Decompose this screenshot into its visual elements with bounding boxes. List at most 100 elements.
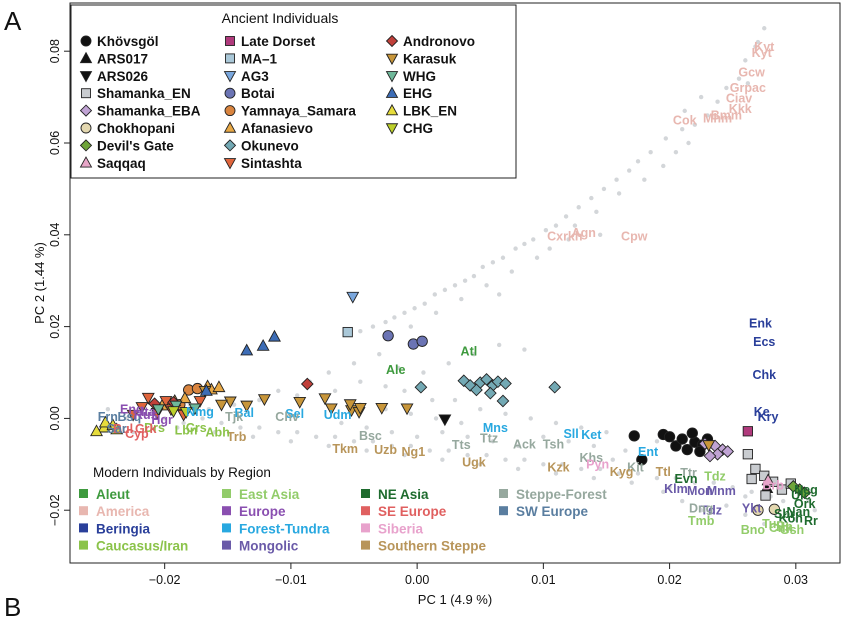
background-points-layer bbox=[105, 26, 817, 531]
ancient-point-ehg bbox=[199, 383, 213, 396]
region-label-east-asia: East Asia bbox=[239, 487, 300, 502]
background-point bbox=[515, 466, 521, 472]
region-label-se-europe: SE Europe bbox=[378, 504, 447, 519]
region-swatch-ne-asia bbox=[361, 489, 370, 498]
x-axis-title: PC 1 (4.9 %) bbox=[418, 592, 492, 607]
population-label: Tdz bbox=[700, 503, 722, 517]
background-point bbox=[452, 397, 458, 403]
population-label: Sel bbox=[285, 407, 304, 421]
background-point bbox=[358, 379, 363, 384]
ancient-point-ehg bbox=[268, 329, 281, 342]
ancient-point-kh-vsg-l bbox=[670, 440, 682, 452]
background-point bbox=[414, 434, 420, 439]
background-point bbox=[422, 301, 427, 306]
background-point bbox=[478, 462, 483, 467]
y-tick-label: 0.06 bbox=[48, 131, 62, 155]
population-label: Atl bbox=[461, 345, 478, 359]
background-point bbox=[563, 214, 569, 219]
ancient-point-chokhopani bbox=[768, 503, 781, 515]
ancient-point-kh-vsg-l bbox=[694, 445, 706, 458]
population-label: Tsh bbox=[543, 437, 564, 451]
ancient-point-okunevo bbox=[496, 394, 510, 408]
background-point bbox=[724, 85, 729, 91]
background-point bbox=[276, 388, 281, 394]
ancient-point-shamanka-en bbox=[760, 490, 771, 501]
background-point bbox=[288, 439, 294, 444]
region-swatch-caucasus-iran bbox=[79, 540, 88, 550]
legend-marker-yamnaya-samara bbox=[224, 105, 236, 117]
legend-marker-saqqaq bbox=[79, 156, 93, 168]
ancient-point-karasuk bbox=[257, 394, 271, 407]
background-point bbox=[553, 223, 559, 228]
ancient-point-sintashta bbox=[141, 392, 155, 405]
ancient-point-kh-vsg-l bbox=[686, 427, 698, 439]
legend-label-chokhopani: Chokhopani bbox=[97, 121, 175, 136]
legend-marker-botai bbox=[224, 87, 236, 99]
legend-label-ars026: ARS026 bbox=[97, 69, 149, 84]
ancient-point-kh-vsg-l bbox=[681, 443, 693, 456]
population-label: Ita bbox=[141, 405, 157, 419]
background-point bbox=[490, 439, 496, 444]
background-point bbox=[351, 361, 357, 366]
background-point bbox=[553, 471, 559, 476]
population-label: Ttz bbox=[480, 431, 498, 445]
ancient-point-shamanka-en bbox=[776, 484, 788, 495]
population-label: Bmm bbox=[711, 109, 742, 123]
ancient-point-ehg bbox=[256, 338, 270, 351]
background-point bbox=[206, 407, 212, 412]
ancient-point-karasuk bbox=[293, 397, 307, 409]
background-point bbox=[543, 228, 549, 233]
population-label: Crs bbox=[186, 421, 207, 435]
background-point bbox=[480, 264, 485, 270]
modern-legend-items: Aleut America Beringia Caucasus/Iran East As… bbox=[79, 487, 607, 554]
background-point bbox=[648, 149, 653, 155]
population-label: Cok bbox=[673, 113, 697, 127]
population-label: Ent bbox=[638, 445, 659, 459]
background-point bbox=[496, 342, 502, 348]
legend-marker-ehg bbox=[385, 86, 399, 98]
background-point bbox=[402, 388, 407, 394]
region-swatch-se-europe bbox=[361, 506, 370, 516]
background-point bbox=[749, 489, 754, 495]
background-point bbox=[433, 416, 439, 421]
background-point bbox=[623, 448, 628, 453]
ancient-point-shamanka-eba bbox=[711, 447, 724, 461]
population-label: Nmg bbox=[186, 405, 214, 419]
ancient-point-shamanka-en bbox=[742, 449, 753, 460]
ancient-point-lbk-en bbox=[90, 424, 103, 437]
population-label: Abh bbox=[206, 425, 230, 439]
background-point bbox=[395, 365, 401, 371]
ancient-point-shamanka-en bbox=[750, 463, 761, 475]
background-point bbox=[594, 209, 599, 215]
ancient-point-okunevo bbox=[480, 373, 493, 386]
legend-label-ag3: AG3 bbox=[241, 69, 269, 84]
background-point bbox=[496, 292, 502, 297]
population-label: Sbr bbox=[774, 507, 795, 521]
region-label-mongolic: Mongolic bbox=[239, 539, 299, 554]
background-point bbox=[762, 26, 767, 31]
population-label: Cpw bbox=[621, 229, 648, 243]
background-point bbox=[787, 526, 792, 531]
population-label: Hgr bbox=[151, 413, 173, 427]
region-swatch-forest-tundra bbox=[222, 523, 231, 533]
ancient-point-lbk-en bbox=[110, 422, 124, 435]
panel-letter-b: B bbox=[4, 592, 21, 620]
background-point bbox=[680, 498, 685, 504]
background-point bbox=[705, 113, 710, 118]
legend-marker-okunevo bbox=[223, 139, 237, 152]
population-label: Klm bbox=[664, 482, 688, 496]
background-point bbox=[351, 439, 357, 444]
background-point bbox=[541, 434, 546, 439]
legend-marker-ma-1 bbox=[225, 53, 235, 64]
background-point bbox=[743, 58, 748, 63]
background-point bbox=[626, 168, 632, 173]
population-label: Trb bbox=[227, 430, 247, 444]
ancient-point-whg bbox=[151, 404, 165, 417]
ancient-point-shamanka-en bbox=[746, 473, 757, 485]
ancient-point-kh-vsg-l bbox=[663, 431, 676, 443]
background-point bbox=[392, 315, 397, 320]
ancient-point-okunevo bbox=[499, 377, 512, 390]
background-point bbox=[257, 397, 262, 403]
